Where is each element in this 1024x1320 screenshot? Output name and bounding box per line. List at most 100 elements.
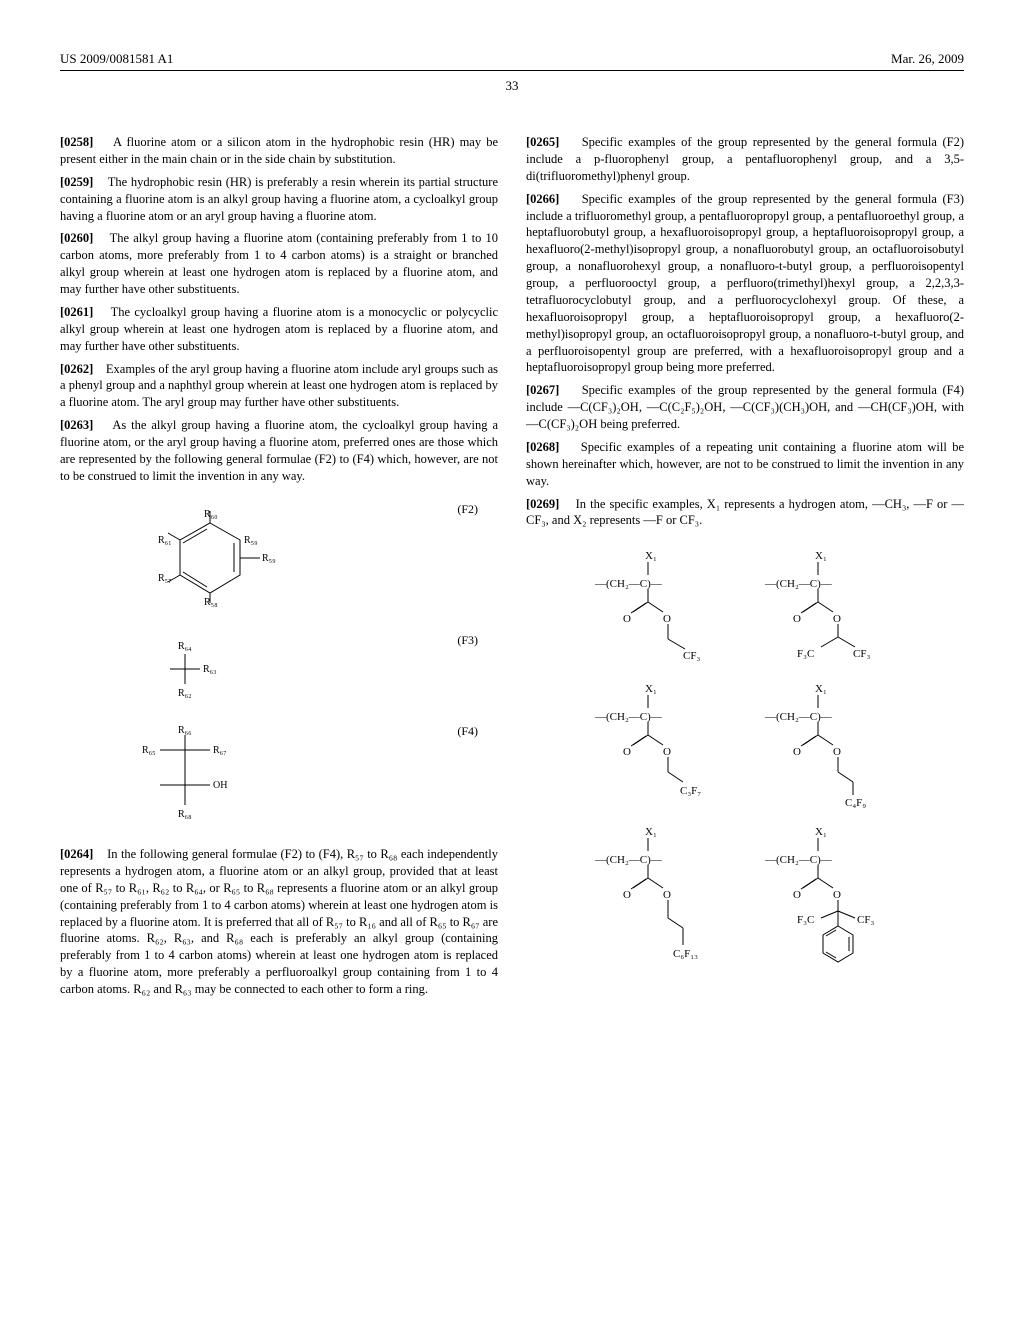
svg-text:O: O: [623, 613, 631, 625]
para-text: In the following general formulae (F2) t…: [60, 847, 498, 996]
svg-text:CF₃: CF₃: [853, 648, 870, 660]
para-0268: [0268] Specific examples of a repeating …: [526, 439, 964, 490]
svg-text:—(CH₂—C)—: —(CH₂—C)—: [764, 711, 833, 723]
svg-text:O: O: [793, 889, 801, 901]
monomer-pair-1: X₁ —(CH₂—C)— O O CF₃ X₁: [526, 547, 964, 662]
svg-text:O: O: [623, 746, 631, 758]
svg-text:O: O: [793, 613, 801, 625]
para-0267: [0267] Specific examples of the group re…: [526, 382, 964, 433]
svg-text:R₆₅: R₆₅: [142, 745, 156, 756]
patent-page: US 2009/0081581 A1 Mar. 26, 2009 33 [025…: [0, 0, 1024, 1044]
para-0261: [0261] The cycloalkyl group having a flu…: [60, 304, 498, 355]
svg-text:—(CH₂—C)—: —(CH₂—C)—: [764, 578, 833, 590]
svg-text:X₁: X₁: [815, 826, 827, 838]
svg-text:X₁: X₁: [815, 683, 827, 695]
para-num: [0268]: [526, 440, 559, 454]
para-0258: [0258] A fluorine atom or a silicon atom…: [60, 134, 498, 168]
svg-text:—(CH₂—C)—: —(CH₂—C)—: [594, 854, 663, 866]
para-0265: [0265] Specific examples of the group re…: [526, 134, 964, 185]
para-num: [0259]: [60, 175, 93, 189]
svg-text:R₅₉: R₅₉: [262, 553, 276, 564]
para-text: A fluorine atom or a silicon atom in the…: [60, 135, 498, 166]
formula-f3: (F3) R₆₄ R₆₃ R₆₂: [120, 634, 498, 707]
para-text: The alkyl group having a fluorine atom (…: [60, 231, 498, 296]
svg-text:X₁: X₁: [815, 550, 827, 562]
svg-text:X₁: X₁: [645, 683, 657, 695]
para-0263: [0263] As the alkyl group having a fluor…: [60, 417, 498, 485]
formula-label: (F2): [457, 503, 478, 516]
svg-text:—(CH₂—C)—: —(CH₂—C)—: [594, 578, 663, 590]
svg-text:O: O: [833, 746, 841, 758]
formula-label: (F4): [457, 725, 478, 738]
svg-text:O: O: [663, 746, 671, 758]
svg-text:O: O: [663, 613, 671, 625]
svg-text:R₆₂: R₆₂: [178, 688, 192, 699]
svg-text:R₆₄: R₆₄: [178, 641, 192, 652]
svg-text:O: O: [623, 889, 631, 901]
right-column: [0265] Specific examples of the group re…: [526, 134, 964, 1004]
svg-text:—(CH₂—C)—: —(CH₂—C)—: [594, 711, 663, 723]
para-text: Specific examples of a repeating unit co…: [526, 440, 964, 488]
formula-label: (F3): [457, 634, 478, 647]
svg-text:C₄F₉: C₄F₉: [845, 797, 866, 809]
svg-text:O: O: [663, 889, 671, 901]
svg-text:C₃F₇: C₃F₇: [680, 785, 701, 797]
svg-text:R₅₈: R₅₈: [204, 597, 218, 608]
monomer-structure-icon: X₁ —(CH₂—C)— O O C₆F₁₃: [565, 823, 925, 973]
svg-text:X₁: X₁: [645, 550, 657, 562]
para-num: [0263]: [60, 418, 93, 432]
svg-text:—(CH₂—C)—: —(CH₂—C)—: [764, 854, 833, 866]
para-0260: [0260] The alkyl group having a fluorine…: [60, 230, 498, 298]
svg-text:C₆F₁₃: C₆F₁₃: [673, 948, 698, 960]
para-text: Specific examples of the group represent…: [526, 135, 964, 183]
svg-text:R₆₈: R₆₈: [178, 809, 192, 820]
svg-text:CF₃: CF₃: [683, 650, 700, 662]
para-num: [0267]: [526, 383, 559, 397]
para-num: [0260]: [60, 231, 93, 245]
publication-number: US 2009/0081581 A1: [60, 50, 173, 68]
para-num: [0266]: [526, 192, 559, 206]
left-column: [0258] A fluorine atom or a silicon atom…: [60, 134, 498, 1004]
monomer-structure-icon: X₁ —(CH₂—C)— O O CF₃ X₁: [565, 547, 925, 657]
para-num: [0269]: [526, 497, 559, 511]
svg-text:R₆₀: R₆₀: [204, 509, 218, 520]
para-0264: [0264] In the following general formulae…: [60, 846, 498, 998]
monomer-pair-2: X₁ —(CH₂—C)— O O C₃F₇ X₁: [526, 680, 964, 805]
monomer-structure-icon: X₁ —(CH₂—C)— O O C₃F₇ X₁: [565, 680, 925, 800]
para-text: The hydrophobic resin (HR) is preferably…: [60, 175, 498, 223]
para-text: The cycloalkyl group having a fluorine a…: [60, 305, 498, 353]
svg-text:X₁: X₁: [645, 826, 657, 838]
para-text: As the alkyl group having a fluorine ato…: [60, 418, 498, 483]
monomer-pair-3: X₁ —(CH₂—C)— O O C₆F₁₃: [526, 823, 964, 978]
para-0262: [0262] Examples of the aryl group having…: [60, 361, 498, 412]
para-num: [0265]: [526, 135, 559, 149]
page-number: 33: [60, 77, 964, 95]
para-num: [0264]: [60, 847, 93, 861]
svg-text:R₆₃: R₆₃: [203, 664, 217, 675]
formula-f4: (F4) R₆₆ R₆₅ R₆₇ OH R₆₈: [120, 725, 498, 828]
svg-text:F₃C: F₃C: [797, 914, 814, 926]
para-0266: [0266] Specific examples of the group re…: [526, 191, 964, 377]
para-0259: [0259] The hydrophobic resin (HR) is pre…: [60, 174, 498, 225]
svg-text:R₆₁: R₆₁: [158, 535, 172, 546]
two-column-layout: [0258] A fluorine atom or a silicon atom…: [60, 134, 964, 1004]
para-num: [0261]: [60, 305, 93, 319]
svg-text:OH: OH: [213, 780, 227, 791]
para-num: [0262]: [60, 362, 93, 376]
para-text: In the specific examples, X₁ represents …: [526, 497, 964, 528]
f3-structure-icon: R₆₄ R₆₃ R₆₂: [120, 634, 260, 704]
formula-f2: (F2) R₆₀ R₅₉ R₅₈ R₅₇ R₆₁: [120, 503, 498, 616]
svg-text:O: O: [793, 746, 801, 758]
svg-text:R₅₉: R₅₉: [244, 535, 258, 546]
benzene-structure-icon: R₆₀ R₅₉ R₅₈ R₅₇ R₆₁ R₅₉: [120, 503, 300, 613]
para-0269: [0269] In the specific examples, X₁ repr…: [526, 496, 964, 530]
para-num: [0258]: [60, 135, 93, 149]
page-header: US 2009/0081581 A1 Mar. 26, 2009: [60, 50, 964, 71]
svg-text:CF₃: CF₃: [857, 914, 874, 926]
svg-text:O: O: [833, 613, 841, 625]
svg-text:R₆₆: R₆₆: [178, 725, 192, 736]
f4-structure-icon: R₆₆ R₆₅ R₆₇ OH R₆₈: [120, 725, 280, 825]
publication-date: Mar. 26, 2009: [891, 50, 964, 68]
para-text: Specific examples of the group represent…: [526, 383, 964, 431]
para-text: Specific examples of the group represent…: [526, 192, 964, 375]
